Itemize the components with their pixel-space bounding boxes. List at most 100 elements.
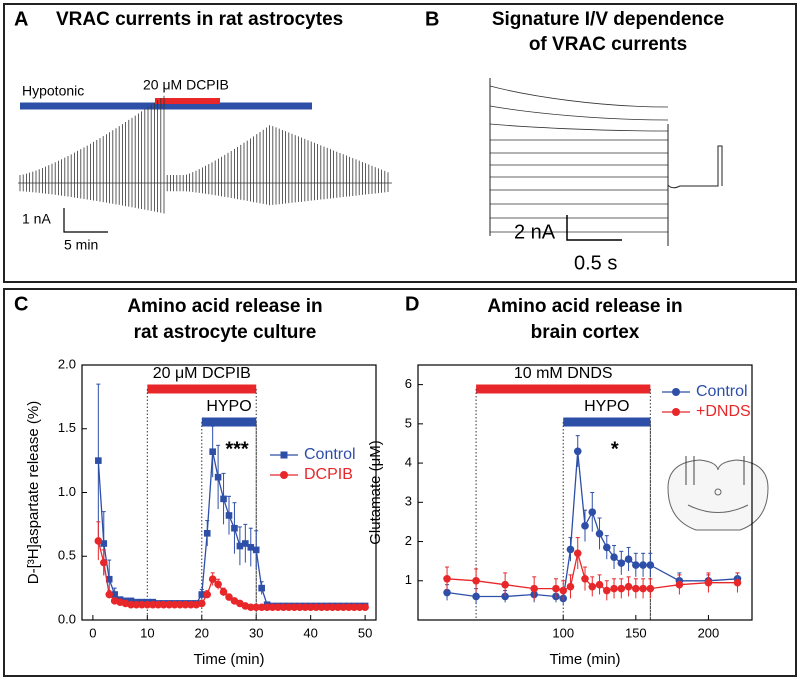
marker [165, 600, 173, 609]
significance: * [611, 438, 619, 460]
marker [99, 558, 108, 567]
y-tick-label: 0.0 [58, 611, 76, 626]
marker [704, 578, 713, 587]
marker [675, 580, 684, 589]
marker [225, 593, 233, 601]
scale-bar [566, 215, 622, 241]
trace-line [489, 105, 669, 121]
marker [733, 578, 742, 587]
legend-marker [280, 451, 288, 459]
marker [588, 508, 597, 516]
y-tick-label: 1 [405, 572, 412, 587]
top-frame [3, 3, 797, 283]
marker [361, 603, 369, 612]
marker [501, 580, 509, 589]
marker [530, 584, 538, 593]
marker [344, 603, 353, 612]
y-tick-label: 6 [405, 376, 412, 391]
y-tick-label: 0.5 [58, 548, 76, 563]
drug-label: 20 μM DCPIB [143, 77, 229, 93]
marker [573, 549, 582, 558]
scale-label: 0.5 s [574, 252, 617, 274]
panel-title: Amino acid release in [487, 296, 682, 317]
marker [198, 591, 206, 598]
panel-title: Signature I/V dependence [492, 9, 724, 30]
marker [219, 588, 228, 596]
panel-letter: C [14, 293, 28, 315]
bottom-frame [3, 288, 797, 677]
marker [148, 600, 157, 609]
marker [595, 529, 604, 538]
marker [170, 600, 179, 609]
marker [252, 603, 261, 612]
y-tick-label: 1.5 [58, 420, 76, 435]
panel-letter: D [405, 293, 419, 315]
marker [95, 457, 102, 464]
marker [639, 561, 647, 569]
marker [105, 575, 113, 583]
brain-icon [667, 456, 769, 531]
scale-label: 2 nA [514, 221, 556, 243]
marker [187, 600, 195, 609]
marker [573, 447, 582, 456]
legend-label: DCPIB [304, 466, 353, 483]
marker [559, 586, 568, 595]
legend-label: Control [304, 446, 356, 463]
panel-title: Amino acid release in [127, 296, 322, 317]
panel-title: brain cortex [531, 322, 640, 343]
panel-title: rat astrocyte culture [134, 322, 317, 343]
marker [105, 590, 114, 599]
panel-title: VRAC currents in rat astrocytes [56, 9, 343, 30]
treatment-label: 20 μM DCPIB [153, 365, 251, 382]
marker [268, 603, 277, 612]
y-axis-label: Glutamate (μM) [367, 440, 384, 545]
marker [355, 603, 364, 612]
y-tick-label: 2.0 [58, 356, 76, 371]
marker [624, 582, 633, 591]
marker [443, 588, 451, 597]
marker [566, 582, 575, 591]
marker [295, 603, 304, 612]
y-tick-label: 5 [405, 415, 412, 430]
treatment-label: HYPO [206, 398, 251, 415]
panel-letter: A [14, 8, 28, 30]
marker [214, 580, 222, 589]
marker [214, 473, 222, 481]
y-tick-label: 4 [405, 455, 412, 470]
scale-bar [63, 208, 108, 233]
y-tick-label: 1.0 [58, 484, 76, 499]
marker [258, 584, 265, 592]
marker [225, 512, 233, 519]
marker [247, 544, 255, 551]
marker [552, 584, 560, 593]
trace-line [489, 78, 723, 246]
plot-frame [417, 364, 753, 621]
y-tick-label: 2 [405, 533, 412, 548]
trace-line [489, 123, 669, 132]
x-tick-label: 50 [358, 625, 372, 640]
marker [443, 575, 451, 583]
scale-label: 1 nA [22, 211, 51, 227]
hypotonic-label: Hypotonic [22, 83, 84, 99]
marker [94, 537, 103, 545]
marker [595, 580, 604, 589]
marker [203, 590, 212, 599]
marker [231, 524, 238, 532]
treatment-label: 10 mM DNDS [514, 365, 613, 382]
marker [279, 603, 288, 612]
marker [263, 603, 271, 612]
marker [472, 592, 480, 601]
marker [159, 600, 168, 609]
marker [566, 545, 575, 554]
marker [138, 600, 146, 609]
marker [334, 603, 342, 612]
x-axis-label: Time (min) [549, 651, 620, 668]
marker [181, 600, 190, 609]
marker [127, 600, 135, 609]
marker [274, 603, 282, 612]
x-tick-label: 10 [140, 625, 154, 640]
marker [246, 603, 255, 612]
marker [350, 603, 359, 612]
marker [617, 559, 626, 567]
x-axis-label: Time (min) [193, 651, 264, 668]
